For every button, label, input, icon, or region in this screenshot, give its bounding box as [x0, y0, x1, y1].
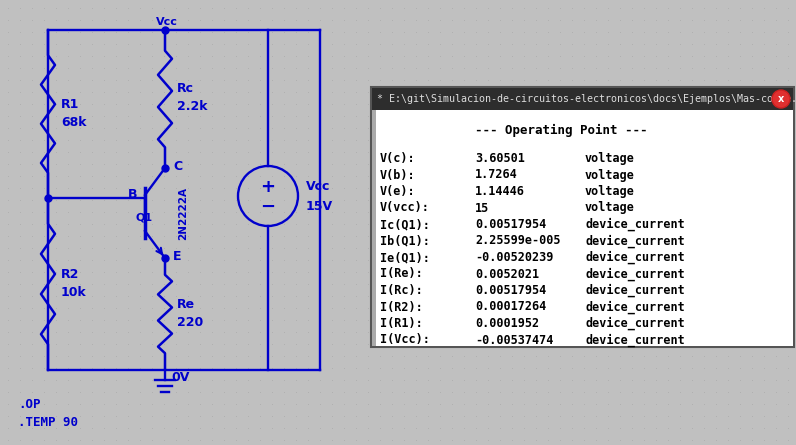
Text: 0.0052021: 0.0052021: [475, 267, 539, 280]
Text: device_current: device_current: [585, 267, 685, 281]
Text: 0.00017264: 0.00017264: [475, 300, 546, 313]
Text: B: B: [127, 187, 137, 201]
Text: 2.2k: 2.2k: [177, 101, 208, 113]
Text: 15: 15: [475, 202, 490, 214]
Text: 15V: 15V: [306, 199, 333, 213]
Text: Ie(Q1):: Ie(Q1):: [380, 251, 430, 264]
Text: E: E: [173, 251, 181, 263]
Text: 2N2222A: 2N2222A: [178, 186, 188, 239]
Text: 68k: 68k: [61, 116, 87, 129]
Text: .TEMP 90: .TEMP 90: [18, 416, 78, 429]
Text: device_current: device_current: [585, 284, 685, 297]
Text: Re: Re: [177, 298, 195, 311]
Text: V(e):: V(e):: [380, 185, 416, 198]
Text: * E:\git\Simulacion-de-circuitos-electronicos\docs\Ejemplos\Mas-conce...: * E:\git\Simulacion-de-circuitos-electro…: [377, 94, 796, 104]
Text: device_current: device_current: [585, 235, 685, 248]
Text: device_current: device_current: [585, 251, 685, 264]
Text: Vcc: Vcc: [306, 179, 330, 193]
Text: C: C: [173, 161, 182, 174]
Circle shape: [772, 90, 790, 108]
Text: 0V: 0V: [171, 371, 189, 384]
Text: Rc: Rc: [177, 82, 194, 96]
Text: R2: R2: [61, 267, 80, 280]
Text: 0.0001952: 0.0001952: [475, 317, 539, 330]
Text: device_current: device_current: [585, 300, 685, 314]
FancyBboxPatch shape: [372, 88, 793, 110]
Text: device_current: device_current: [585, 218, 685, 231]
Text: device_current: device_current: [585, 317, 685, 330]
Text: V(b):: V(b):: [380, 169, 416, 182]
Text: 0.00517954: 0.00517954: [475, 218, 546, 231]
Text: voltage: voltage: [585, 202, 635, 214]
Text: --- Operating Point ---: --- Operating Point ---: [475, 124, 647, 137]
Text: I(Vcc):: I(Vcc):: [380, 333, 430, 347]
Text: V(c):: V(c):: [380, 152, 416, 165]
Text: 10k: 10k: [61, 286, 87, 299]
Text: I(R1):: I(R1):: [380, 317, 423, 330]
Text: -0.00520239: -0.00520239: [475, 251, 553, 264]
FancyBboxPatch shape: [372, 110, 793, 346]
Text: 1.14446: 1.14446: [475, 185, 525, 198]
Text: 3.60501: 3.60501: [475, 152, 525, 165]
Text: x: x: [778, 94, 784, 104]
Text: −: −: [260, 198, 275, 216]
Text: +: +: [260, 178, 275, 196]
FancyBboxPatch shape: [372, 110, 376, 346]
Text: I(Rc):: I(Rc):: [380, 284, 423, 297]
Text: I(Re):: I(Re):: [380, 267, 423, 280]
Text: Ic(Q1):: Ic(Q1):: [380, 218, 430, 231]
Text: device_current: device_current: [585, 333, 685, 347]
Text: 220: 220: [177, 316, 203, 328]
Text: Vcc: Vcc: [156, 17, 178, 27]
Text: Q1: Q1: [136, 212, 153, 222]
Text: voltage: voltage: [585, 169, 635, 182]
Text: -0.00537474: -0.00537474: [475, 333, 553, 347]
Text: voltage: voltage: [585, 152, 635, 165]
Text: 1.7264: 1.7264: [475, 169, 517, 182]
Text: Ib(Q1):: Ib(Q1):: [380, 235, 430, 247]
Text: 2.25599e-005: 2.25599e-005: [475, 235, 560, 247]
Text: 0.00517954: 0.00517954: [475, 284, 546, 297]
Text: R1: R1: [61, 97, 80, 110]
FancyBboxPatch shape: [371, 87, 794, 347]
Text: I(R2):: I(R2):: [380, 300, 423, 313]
Text: V(vcc):: V(vcc):: [380, 202, 430, 214]
Text: .OP: .OP: [18, 398, 41, 411]
Text: voltage: voltage: [585, 185, 635, 198]
